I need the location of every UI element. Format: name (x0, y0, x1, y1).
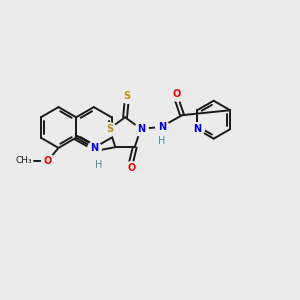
Text: O: O (172, 89, 181, 99)
Text: CH₃: CH₃ (16, 156, 32, 165)
Text: H: H (158, 136, 165, 146)
Text: S: S (106, 124, 113, 134)
Text: H: H (95, 160, 102, 170)
Text: N: N (193, 124, 201, 134)
Text: N: N (137, 124, 145, 134)
Text: N: N (90, 143, 98, 153)
Text: O: O (44, 155, 52, 166)
Text: S: S (123, 91, 130, 101)
Text: O: O (127, 163, 135, 172)
Text: N: N (158, 122, 166, 132)
